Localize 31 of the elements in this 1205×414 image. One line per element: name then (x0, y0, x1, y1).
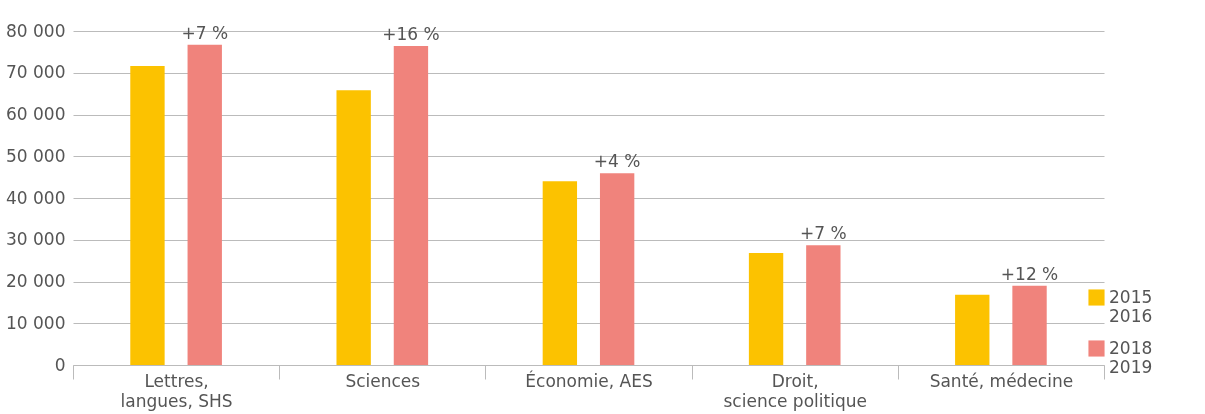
annotation: +7 % (181, 22, 229, 43)
legend-label: 2018 2019 (1109, 337, 1153, 377)
y-tick-label: 20 000 (6, 271, 66, 291)
bar (393, 46, 429, 365)
x-tick-label: Santé, médecine (929, 370, 1074, 391)
y-tick-label: 80 000 (6, 20, 66, 41)
bar (542, 181, 578, 365)
x-tick-label: Sciences (345, 370, 421, 391)
annotation: +7 % (800, 223, 847, 244)
y-tick-label: 30 000 (6, 229, 66, 250)
bar (748, 253, 784, 365)
bar (130, 66, 165, 365)
y-tick-label: 10 000 (6, 312, 66, 333)
annotation: +16 % (382, 24, 440, 45)
x-tick-label: Droit, science politique (723, 370, 867, 411)
y-tick-label: 60 000 (6, 104, 66, 124)
y-tick-label: 70 000 (6, 62, 66, 83)
annotation: +4 % (593, 151, 641, 172)
y-tick-label: 50 000 (6, 145, 66, 166)
bar (1012, 285, 1047, 365)
bar (336, 90, 371, 365)
legend-label: 2015 2016 (1109, 286, 1153, 326)
bar (806, 245, 841, 365)
x-tick-label: Lettres, langues, SHS (120, 370, 233, 411)
bar (599, 173, 635, 365)
y-tick-label: 40 000 (6, 187, 66, 208)
annotation: +12 % (1000, 263, 1059, 284)
bar (955, 294, 990, 365)
y-tick-label: 0 (54, 354, 66, 375)
x-tick-label: Économie, AES (525, 369, 653, 391)
bar (187, 44, 222, 365)
